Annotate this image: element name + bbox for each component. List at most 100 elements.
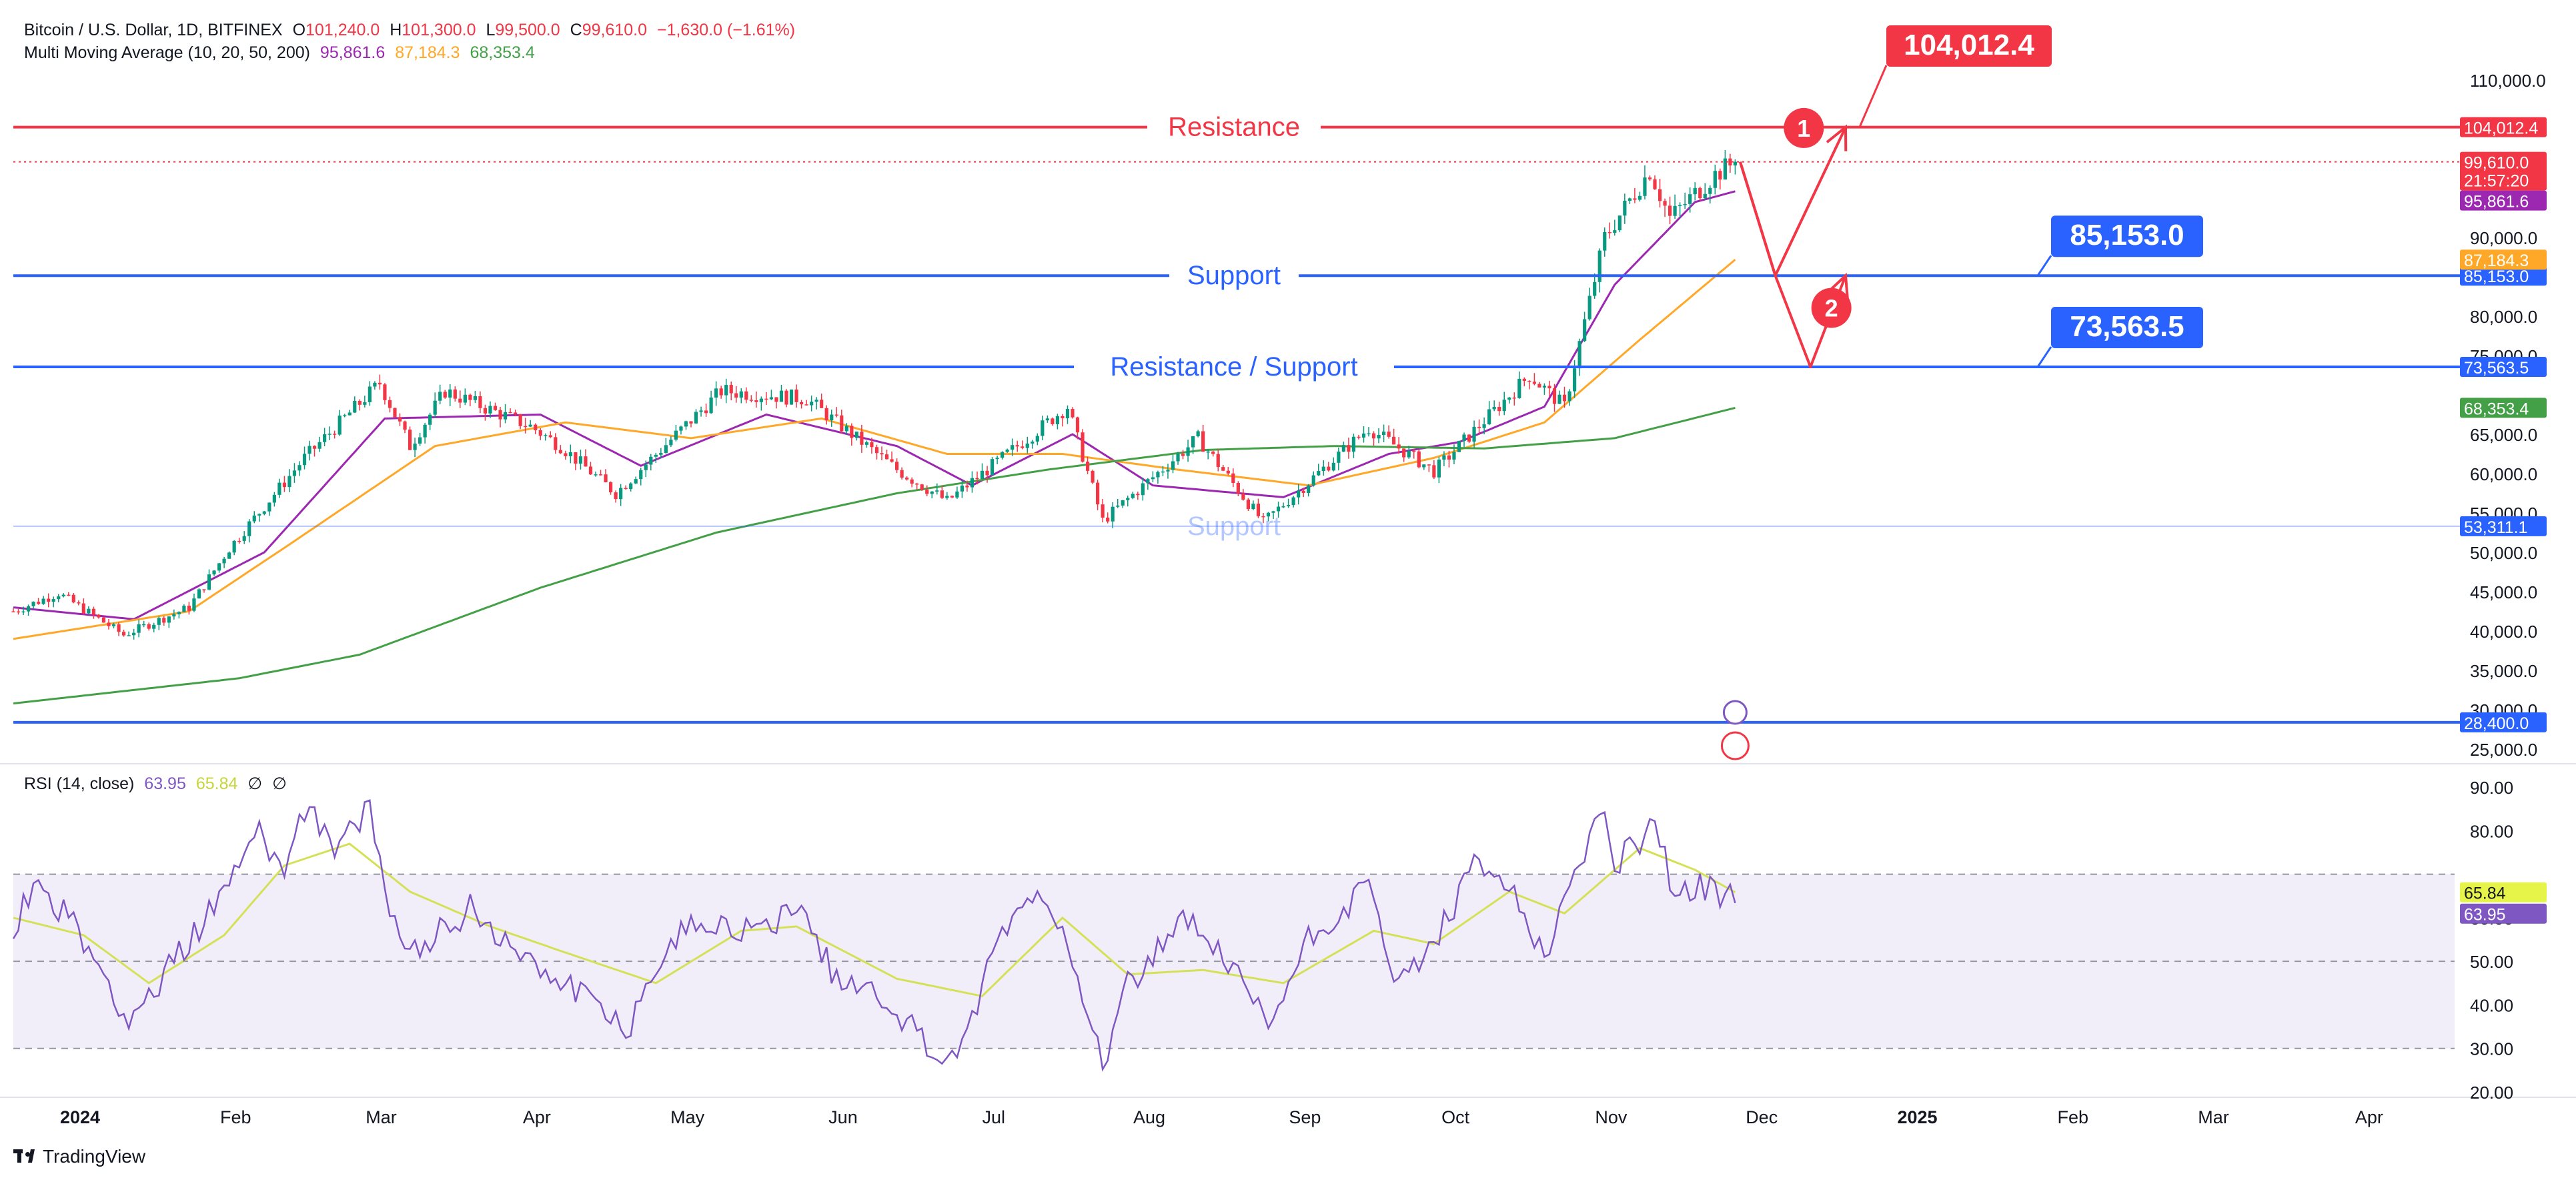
candle-body bbox=[884, 454, 889, 460]
candle-body bbox=[1126, 498, 1130, 500]
candle-body bbox=[1517, 378, 1521, 398]
rsi-ma-line bbox=[13, 842, 1736, 998]
candle-body bbox=[483, 408, 488, 414]
candle-body bbox=[724, 385, 728, 396]
candle-body bbox=[247, 521, 251, 536]
candle-body bbox=[1648, 177, 1652, 179]
candle-body bbox=[1256, 504, 1261, 516]
candle-body bbox=[1186, 447, 1190, 456]
candle-body bbox=[147, 624, 151, 629]
candle-body bbox=[232, 540, 236, 553]
candle-body bbox=[1211, 451, 1215, 454]
moving-averages bbox=[13, 190, 1736, 705]
price-tick-label: 90,000.0 bbox=[2470, 228, 2537, 248]
time-tick-label: May bbox=[670, 1107, 705, 1127]
candle-body bbox=[514, 412, 518, 415]
candle-body bbox=[121, 632, 126, 636]
candle-body bbox=[1236, 483, 1240, 494]
ma-tag-0: 95,861.6 bbox=[2464, 193, 2529, 211]
rsi-indicator-title[interactable]: RSI (14, close) bbox=[24, 774, 135, 793]
candle-body bbox=[554, 437, 558, 450]
candle-body bbox=[1231, 473, 1235, 484]
candle-body bbox=[398, 417, 402, 422]
price-tick-label: 80,000.0 bbox=[2470, 307, 2537, 327]
time-tick-label: Jun bbox=[828, 1107, 858, 1127]
candle-body bbox=[1196, 431, 1200, 437]
candle-body bbox=[277, 482, 281, 495]
candle-body bbox=[804, 404, 808, 406]
open-label: O bbox=[292, 21, 306, 39]
candle-body bbox=[403, 421, 407, 430]
candle-body bbox=[608, 482, 613, 493]
callout-box-2 bbox=[2051, 306, 2203, 348]
candle-body bbox=[1191, 436, 1195, 448]
candle-body bbox=[1587, 295, 1591, 320]
candle-body bbox=[588, 466, 593, 475]
candle-body bbox=[1276, 506, 1281, 512]
candle-body bbox=[1437, 459, 1441, 478]
candle-body bbox=[754, 400, 758, 402]
candle-body bbox=[1547, 386, 1551, 389]
candle-body bbox=[905, 477, 909, 480]
candle-body bbox=[1567, 391, 1571, 402]
candle-body bbox=[990, 459, 995, 476]
candle-body bbox=[448, 389, 452, 398]
candle-body bbox=[1407, 450, 1411, 458]
candle-body bbox=[915, 483, 919, 485]
candle-body bbox=[11, 611, 15, 612]
candle-body bbox=[1287, 505, 1291, 507]
ma-indicator-title[interactable]: Multi Moving Average (10, 20, 50, 200) bbox=[24, 43, 310, 62]
candle-body bbox=[1075, 417, 1080, 433]
candle-body bbox=[644, 464, 648, 470]
symbol-title[interactable]: Bitcoin / U.S. Dollar, 1D, BITFINEX bbox=[24, 21, 283, 39]
time-tick-label: Jul bbox=[982, 1107, 1005, 1127]
tradingview-logo[interactable]: TradingView bbox=[13, 1146, 145, 1167]
price-scale-tags: 104,012.4 85,153.0 73,563.5 53,311.1 28,400.… bbox=[2460, 117, 2547, 925]
candle-body bbox=[1146, 479, 1150, 484]
candle-body bbox=[1668, 205, 1672, 216]
callout-value-1: 85,153.0 bbox=[2070, 219, 2184, 251]
candle-body bbox=[137, 624, 141, 633]
candle-body bbox=[584, 456, 588, 467]
candle-body bbox=[1623, 200, 1627, 216]
candle-body bbox=[820, 400, 824, 408]
candle-body bbox=[1557, 394, 1561, 404]
candle-body bbox=[1051, 418, 1055, 424]
candle-body bbox=[749, 400, 753, 401]
callout-box-1 bbox=[2051, 215, 2203, 257]
candle-body bbox=[1723, 158, 1727, 180]
candle-body bbox=[1442, 455, 1446, 460]
candle-body bbox=[784, 390, 788, 405]
callout-pointer-0 bbox=[1858, 65, 1888, 128]
time-tick-label: Aug bbox=[1133, 1107, 1165, 1127]
candle-body bbox=[574, 452, 578, 464]
candle-body bbox=[1432, 465, 1436, 478]
ma-tag-2-bg bbox=[2460, 398, 2547, 418]
candle-body bbox=[1151, 477, 1155, 480]
candle-body bbox=[1718, 171, 1722, 180]
candle-body bbox=[1402, 448, 1406, 458]
candle-body bbox=[473, 396, 477, 400]
rsi-tick-label: 40.00 bbox=[2470, 995, 2513, 1015]
candle-body bbox=[568, 452, 572, 456]
candle-body bbox=[1041, 420, 1045, 436]
candle-body bbox=[162, 618, 166, 623]
candle-body bbox=[1497, 406, 1501, 412]
rsi-empty-1: ∅ bbox=[247, 774, 263, 793]
candle-body bbox=[1005, 450, 1009, 452]
level-label-bg-1 bbox=[1169, 261, 1299, 291]
candle-body bbox=[1011, 445, 1015, 450]
close-label: C bbox=[570, 21, 582, 39]
candle-body bbox=[26, 606, 31, 612]
ma10-line bbox=[13, 190, 1736, 620]
candle-body bbox=[1537, 384, 1541, 388]
time-tick-label: Dec bbox=[1746, 1107, 1778, 1127]
scenario-arrows: 12 bbox=[1720, 107, 1852, 760]
candle-body bbox=[242, 536, 246, 541]
level-tag-4-bg bbox=[2460, 712, 2547, 732]
candle-body bbox=[1061, 416, 1065, 419]
candle-body bbox=[1708, 187, 1712, 194]
candle-body bbox=[639, 470, 643, 480]
candle-body bbox=[423, 424, 427, 438]
price-tick-label: 110,000.0 bbox=[2470, 71, 2546, 91]
